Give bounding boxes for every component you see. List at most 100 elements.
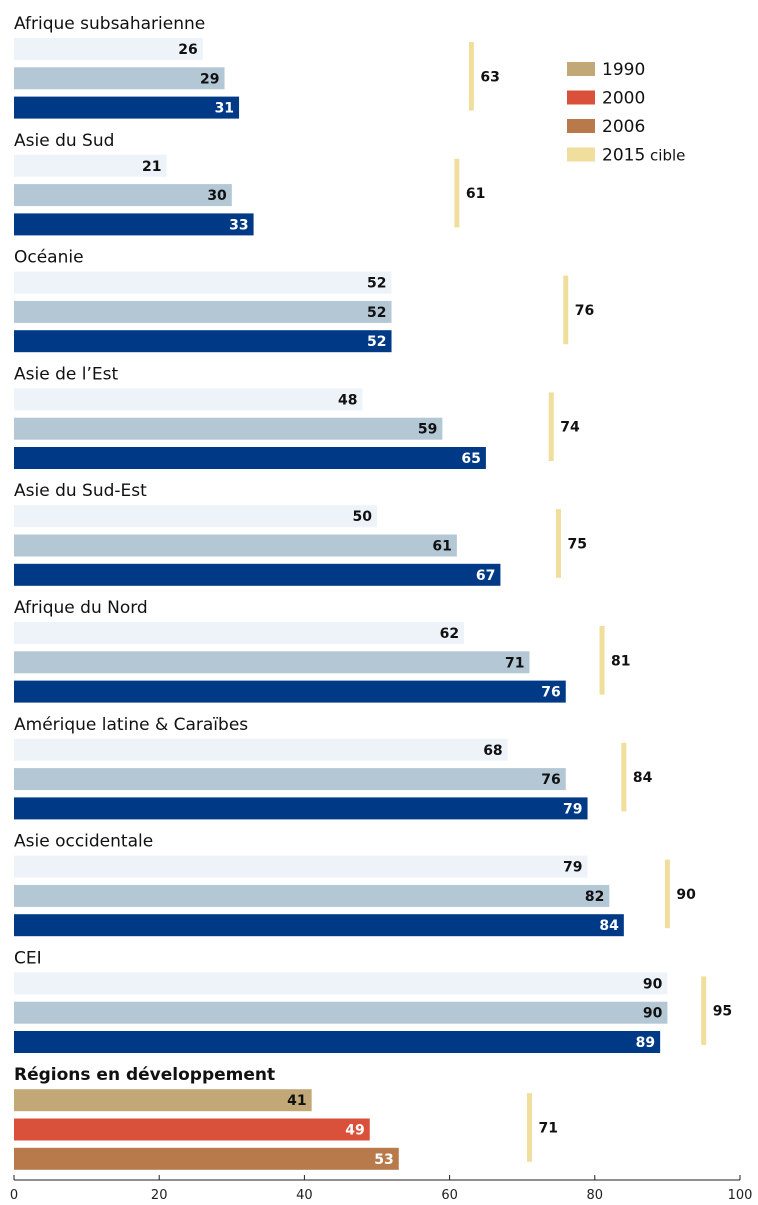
bar bbox=[14, 505, 377, 528]
target-marker bbox=[556, 509, 561, 578]
target-label: 76 bbox=[575, 303, 594, 319]
data-label: 62 bbox=[440, 626, 459, 642]
tick-label: 60 bbox=[441, 1188, 458, 1203]
legend-suffix: cible bbox=[645, 147, 685, 165]
data-label: 26 bbox=[178, 42, 197, 58]
data-label: 68 bbox=[483, 743, 502, 759]
bar bbox=[14, 884, 610, 907]
target-label: 63 bbox=[480, 69, 499, 85]
legend-label: 2015 cible bbox=[602, 146, 685, 166]
data-label: 59 bbox=[418, 422, 437, 438]
bar bbox=[14, 914, 624, 937]
data-label: 21 bbox=[142, 159, 161, 175]
data-label: 52 bbox=[367, 334, 386, 350]
bar bbox=[14, 1001, 668, 1024]
data-label: 53 bbox=[374, 1152, 393, 1168]
target-marker bbox=[599, 626, 605, 695]
data-label: 84 bbox=[599, 918, 619, 934]
bar bbox=[14, 184, 232, 207]
bar bbox=[14, 1147, 399, 1170]
target-label: 75 bbox=[568, 537, 587, 553]
target-label: 61 bbox=[466, 186, 485, 202]
target-marker bbox=[664, 859, 670, 929]
bar bbox=[14, 38, 203, 60]
bar bbox=[14, 972, 668, 995]
legend-label: 1990 bbox=[602, 60, 645, 80]
bar bbox=[14, 738, 508, 761]
bar bbox=[14, 96, 240, 119]
target-marker bbox=[701, 976, 707, 1045]
bar bbox=[14, 680, 566, 703]
group-label: Océanie bbox=[14, 248, 84, 268]
bar bbox=[14, 417, 443, 440]
target-label: 71 bbox=[538, 1121, 557, 1137]
bar bbox=[14, 797, 588, 820]
bar bbox=[14, 271, 392, 294]
target-label: 81 bbox=[611, 653, 630, 669]
data-label: 71 bbox=[505, 655, 524, 671]
data-label: 48 bbox=[338, 392, 357, 408]
data-label: 65 bbox=[461, 451, 480, 467]
legend-label: 2000 bbox=[602, 89, 645, 109]
group-label: Asie du Sud bbox=[14, 131, 114, 151]
data-label: 41 bbox=[287, 1093, 306, 1109]
tick-label: 0 bbox=[10, 1188, 18, 1203]
group-label: Asie du Sud-Est bbox=[14, 481, 147, 501]
bar bbox=[14, 388, 363, 411]
tick-label: 100 bbox=[728, 1188, 753, 1203]
tick-label: 20 bbox=[151, 1188, 168, 1203]
group-4: Asie du Sud-Est 50 61 67 75 bbox=[14, 481, 587, 586]
x-axis: 0 20 40 60 80 100 bbox=[10, 1175, 753, 1203]
bar bbox=[14, 534, 457, 557]
bar bbox=[14, 1118, 370, 1141]
group-label: Afrique du Nord bbox=[14, 598, 148, 618]
group-label: Afrique subsaharienne bbox=[14, 14, 205, 34]
group-2: Océanie 52 52 52 76 bbox=[14, 248, 594, 353]
data-label: 49 bbox=[345, 1123, 364, 1139]
target-marker bbox=[621, 742, 627, 812]
target-marker bbox=[548, 392, 554, 461]
bar bbox=[14, 768, 566, 791]
bar bbox=[14, 651, 530, 674]
group-8: CEI 90 90 89 95 bbox=[14, 948, 732, 1053]
data-label: 89 bbox=[636, 1035, 655, 1051]
target-marker bbox=[454, 158, 460, 228]
data-label: 30 bbox=[207, 188, 227, 204]
legend-swatch bbox=[567, 119, 595, 133]
target-label: 74 bbox=[560, 420, 580, 436]
bar bbox=[14, 855, 588, 878]
group-label: Amérique latine & Caraïbes bbox=[14, 715, 248, 735]
data-label: 90 bbox=[643, 1006, 663, 1022]
legend: 1990 2000 2006 2015 cible bbox=[567, 60, 685, 166]
bar bbox=[14, 67, 225, 90]
legend-label: 2006 bbox=[602, 117, 645, 137]
bar bbox=[14, 447, 486, 469]
target-marker bbox=[563, 275, 569, 345]
data-label: 31 bbox=[215, 101, 234, 117]
data-label: 90 bbox=[643, 976, 663, 992]
legend-swatch bbox=[567, 90, 595, 105]
group-label: CEI bbox=[14, 948, 42, 968]
target-label: 90 bbox=[676, 887, 696, 903]
data-label: 67 bbox=[476, 568, 495, 584]
data-label: 50 bbox=[353, 509, 373, 525]
data-label: 79 bbox=[563, 860, 582, 876]
bar bbox=[14, 213, 254, 236]
data-label: 79 bbox=[563, 801, 582, 817]
data-label: 76 bbox=[541, 685, 560, 701]
data-label: 52 bbox=[367, 276, 386, 292]
bar bbox=[14, 1089, 312, 1112]
group-label: Asie occidentale bbox=[14, 832, 153, 852]
target-marker bbox=[468, 42, 474, 111]
data-label: 76 bbox=[541, 772, 560, 788]
group-label: Régions en développement bbox=[14, 1065, 275, 1085]
bar bbox=[14, 622, 465, 644]
target-label: 95 bbox=[713, 1004, 732, 1020]
bar bbox=[14, 330, 392, 353]
